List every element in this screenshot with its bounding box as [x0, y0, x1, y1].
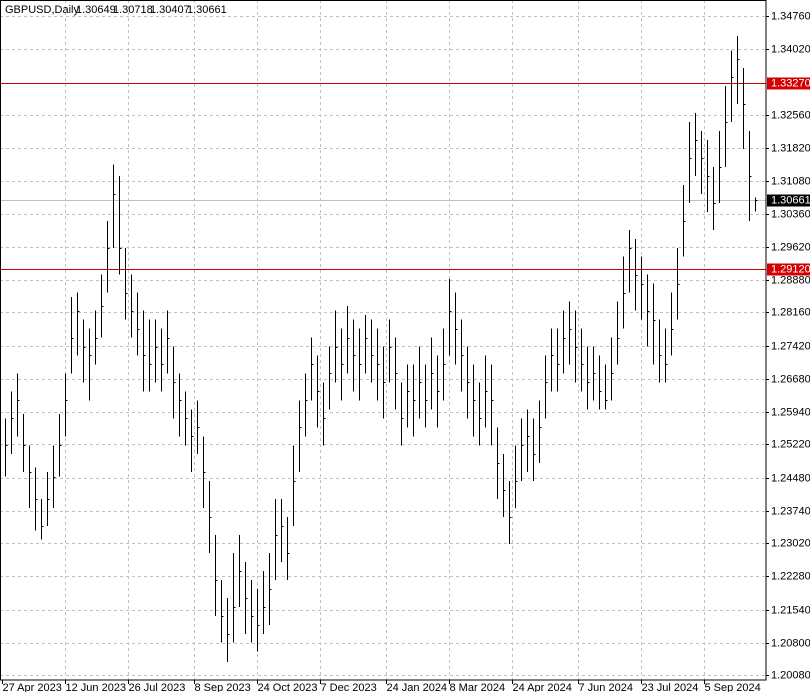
y-tick-label: 1.21540 [771, 604, 810, 616]
y-tick-label: 1.20080 [771, 669, 810, 681]
y-tick-label: 1.23020 [771, 537, 810, 549]
x-tick-label: 24 Jan 2024 [387, 682, 448, 692]
y-tick-label: 1.30360 [771, 208, 810, 220]
last-price-box [767, 194, 810, 207]
x-tick-label: 5 Sep 2024 [705, 682, 761, 692]
y-tick-label: 1.28880 [771, 274, 810, 286]
y-tick-label: 1.24480 [771, 472, 810, 484]
last-price-label: 1.30661 [771, 194, 810, 206]
y-tick-label: 1.25940 [771, 406, 810, 418]
y-tick-label: 1.31080 [771, 175, 810, 187]
x-tick-label: 7 Dec 2023 [321, 682, 377, 692]
x-tick-label: 26 Jul 2023 [129, 682, 186, 692]
y-tick-label: 1.20800 [771, 637, 810, 649]
header-value: 1.30649 [76, 4, 116, 16]
x-tick-label: 24 Oct 2023 [258, 682, 318, 692]
y-tick-label: 1.34760 [771, 10, 810, 22]
x-tick-label: 8 Sep 2023 [195, 682, 251, 692]
price-label-box [767, 77, 810, 90]
price-label: 1.33270 [771, 77, 810, 89]
x-tick-label: 7 Jun 2024 [579, 682, 633, 692]
x-tick-label: 24 Apr 2024 [513, 682, 572, 692]
plot-frame [0, 0, 767, 681]
x-tick-label: 12 Jun 2023 [66, 682, 127, 692]
y-tick-label: 1.25220 [771, 438, 810, 450]
price-label: 1.29120 [771, 263, 810, 275]
x-tick-label: 23 Jul 2024 [642, 682, 699, 692]
price-label-box [767, 263, 810, 276]
y-tick-label: 1.29620 [771, 241, 810, 253]
header-value: 1.30661 [187, 4, 227, 16]
symbol: GBPUSD,Daily [5, 4, 79, 16]
header-value: 1.30407 [150, 4, 190, 16]
y-tick-label: 1.26680 [771, 373, 810, 385]
x-tick-label: 27 Apr 2023 [3, 682, 62, 692]
y-tick-label: 1.23740 [771, 505, 810, 517]
y-tick-label: 1.22280 [771, 570, 810, 582]
header-value: 1.30718 [113, 4, 153, 16]
x-tick-label: 8 Mar 2024 [450, 682, 506, 692]
y-tick-label: 1.28160 [771, 306, 810, 318]
y-tick-label: 1.31820 [771, 142, 810, 154]
y-tick-label: 1.32560 [771, 109, 810, 121]
y-tick-label: 1.34020 [771, 43, 810, 55]
y-tick-label: 1.27420 [771, 340, 810, 352]
